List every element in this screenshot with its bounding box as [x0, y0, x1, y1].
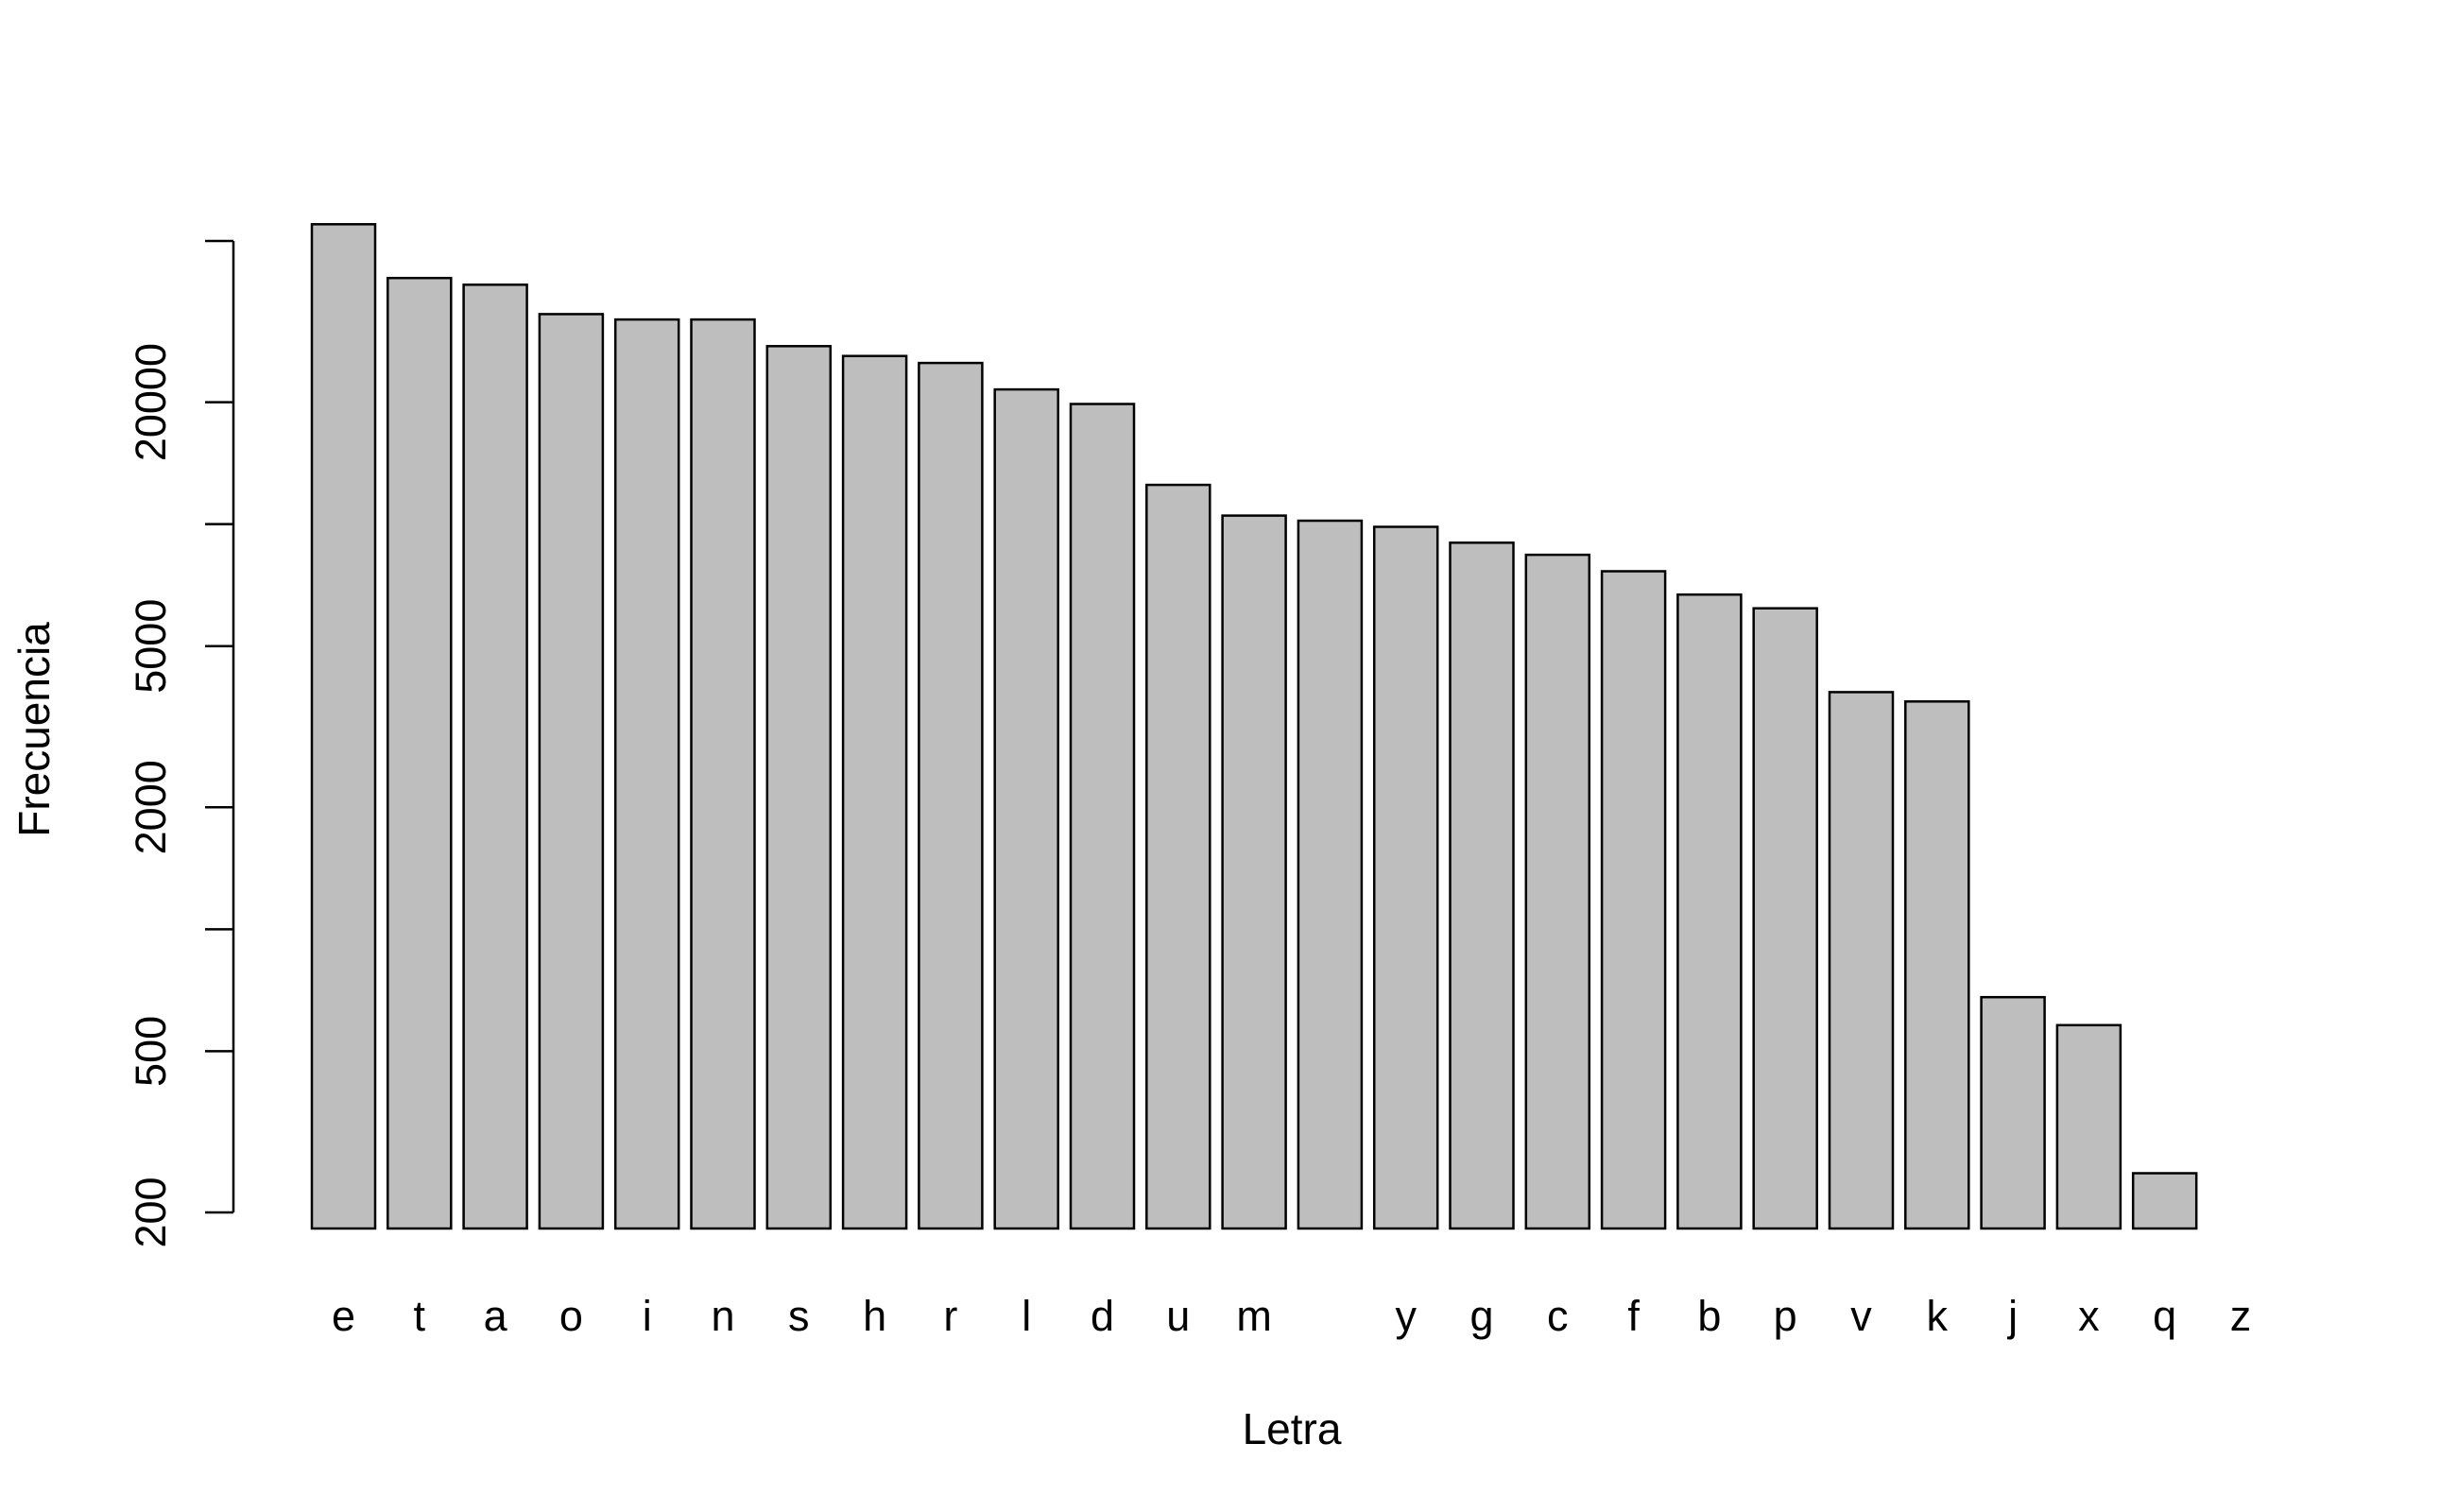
x-tick-label-p: p: [1774, 1292, 1797, 1340]
x-tick-label-v: v: [1850, 1292, 1872, 1340]
y-tick-label-200: 200: [127, 1177, 175, 1247]
x-tick-label-r: r: [943, 1292, 957, 1340]
x-tick-label-z: z: [2230, 1292, 2252, 1340]
bar-b: [1676, 593, 1743, 1230]
bar-j: [1980, 995, 2046, 1230]
bar-t: [387, 276, 453, 1230]
y-tick-label-20000: 20000: [127, 343, 175, 461]
bar-d: [1069, 403, 1136, 1230]
x-tick-label-h: h: [863, 1292, 886, 1340]
bar-k: [1904, 700, 1970, 1230]
bars-group: [310, 223, 2198, 1230]
bar-v: [1828, 691, 1895, 1230]
y-axis-title: Frecuencia: [9, 622, 59, 837]
bar-f: [1600, 570, 1667, 1230]
x-tick-label-k: k: [1927, 1292, 1949, 1340]
bar-x: [2055, 1023, 2122, 1230]
x-tick-label-e: e: [332, 1292, 355, 1340]
bar-u: [1145, 483, 1211, 1230]
bar-o: [538, 313, 605, 1230]
x-tick-label-t: t: [414, 1292, 426, 1340]
bar-c: [1524, 553, 1591, 1230]
x-tick-label-g: g: [1469, 1292, 1493, 1340]
bar-h: [841, 354, 908, 1230]
x-axis-title: Letra: [1243, 1404, 1342, 1453]
bar-s: [765, 345, 833, 1230]
bar-q: [2131, 1172, 2198, 1230]
y-axis: 200 500 2000 5000 20000: [127, 239, 235, 1248]
bar-i: [613, 318, 680, 1230]
x-tick-label-a: a: [484, 1292, 508, 1340]
x-tick-label-q: q: [2153, 1292, 2176, 1340]
x-tick-label-f: f: [1627, 1292, 1640, 1340]
bar-g: [1449, 541, 1515, 1230]
y-tick-label-5000: 5000: [127, 599, 175, 694]
bar-y: [1372, 525, 1439, 1230]
x-tick-label-n: n: [711, 1292, 734, 1340]
x-tick-label-d: d: [1091, 1292, 1114, 1340]
x-tick-label-c: c: [1547, 1292, 1569, 1340]
bar-n: [690, 318, 756, 1230]
x-tick-label-x: x: [2078, 1292, 2100, 1340]
bar-m: [1221, 514, 1287, 1230]
x-tick-label-l: l: [1022, 1292, 1031, 1340]
bar-a: [462, 284, 528, 1230]
x-tick-label-i: i: [643, 1292, 652, 1340]
bar-blank-13: [1297, 519, 1364, 1230]
bar-l: [993, 387, 1059, 1230]
y-tick-label-2000: 2000: [127, 760, 175, 854]
x-tick-label-j: j: [2006, 1292, 2018, 1340]
x-tick-label-y: y: [1395, 1292, 1417, 1340]
bar-r: [918, 361, 984, 1230]
x-tick-label-m: m: [1236, 1292, 1272, 1340]
bar-p: [1752, 607, 1818, 1230]
x-tick-label-b: b: [1697, 1292, 1721, 1340]
y-tick-label-500: 500: [127, 1016, 175, 1087]
x-tick-label-o: o: [559, 1292, 583, 1340]
x-tick-label-u: u: [1166, 1292, 1190, 1340]
bar-e: [310, 223, 377, 1230]
x-tick-label-s: s: [788, 1292, 810, 1340]
